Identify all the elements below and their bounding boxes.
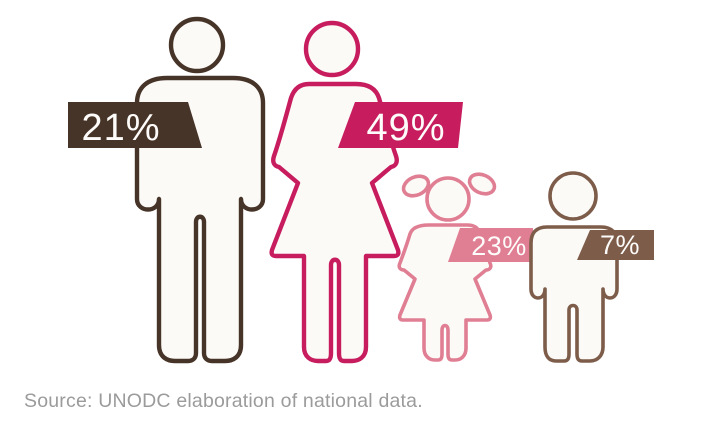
boys-share-label: 7%: [600, 230, 640, 260]
woman-body: [269, 81, 401, 364]
girl-head: [425, 176, 471, 222]
girl-figure: [397, 172, 497, 362]
men-share-label: 21%: [81, 107, 160, 149]
girls-share-label: 23%: [471, 231, 527, 261]
boy-figure: [529, 171, 619, 363]
boys-share-banner: [577, 230, 654, 260]
man-head: [168, 16, 226, 74]
women-share-banner: [338, 102, 463, 148]
men-share-banner: [68, 102, 202, 148]
man-body: [134, 75, 266, 364]
girl-pigtail-right-icon: [467, 172, 497, 196]
man-figure: [134, 16, 266, 364]
girls-share-banner: [448, 228, 533, 262]
girl-pigtail-left-icon: [401, 174, 431, 198]
source-note: Source: UNODC elaboration of national da…: [24, 390, 423, 412]
woman-figure: [269, 20, 401, 364]
woman-head: [303, 20, 361, 78]
women-share-label: 49%: [366, 107, 445, 149]
boy-head: [548, 171, 598, 221]
boy-body: [529, 225, 619, 363]
